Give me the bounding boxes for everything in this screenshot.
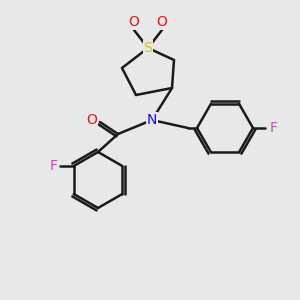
Text: F: F	[270, 121, 278, 135]
Text: N: N	[147, 113, 157, 127]
Text: F: F	[50, 159, 58, 173]
Text: O: O	[129, 15, 140, 29]
Text: O: O	[87, 113, 98, 127]
Text: S: S	[144, 41, 152, 55]
Text: O: O	[157, 15, 167, 29]
